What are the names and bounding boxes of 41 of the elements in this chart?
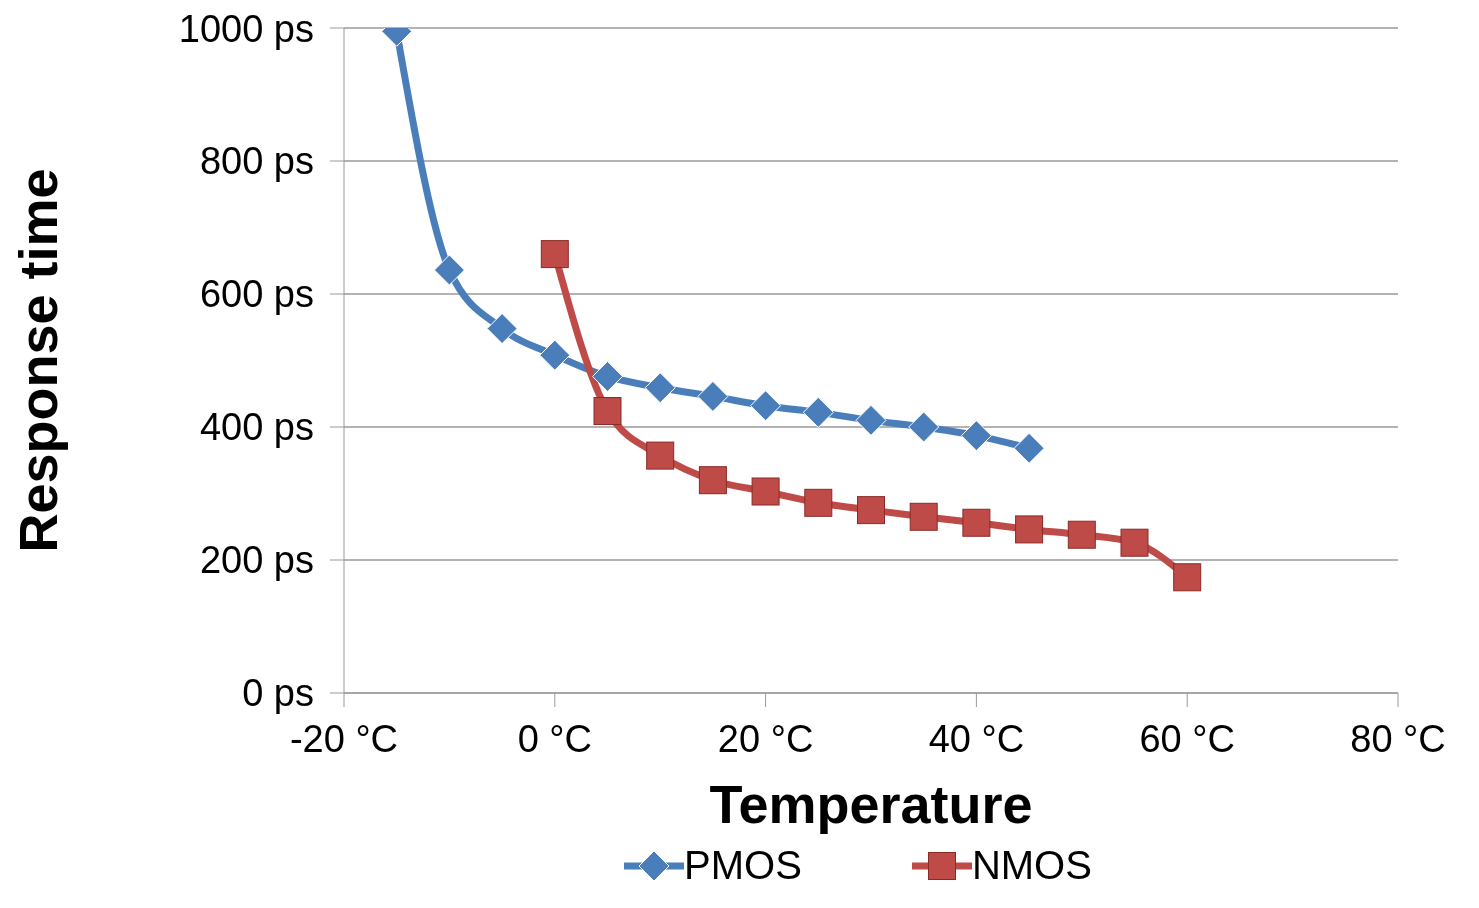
y-tick-label: 400 ps [199,406,314,449]
point [592,360,623,392]
x-tick-label: 80 °C [1350,717,1446,760]
point [855,404,887,436]
y-tick-label: 200 ps [199,539,314,582]
point [1067,520,1096,549]
y-tick-label: 600 ps [199,273,314,316]
y-axis-title: Response time [8,168,69,553]
point [857,496,885,525]
y-tick-label: 800 ps [199,140,314,183]
point [804,488,833,517]
point [486,313,518,345]
point [960,420,992,452]
point [540,240,569,269]
point [644,372,676,404]
point [698,466,727,495]
point [697,380,729,412]
point [1173,563,1202,592]
point [962,508,991,537]
legend-label: PMOS [684,843,802,888]
x-tick-label: 20 °C [717,717,814,760]
point [1013,432,1045,464]
point [593,397,622,426]
y-tick-label: 0 ps [242,672,314,715]
x-axis-title: Temperature [709,774,1033,834]
y-tick-label: 1000 ps [178,7,314,50]
point [750,390,782,422]
point [751,477,780,506]
x-tick-label: -20 °C [289,717,399,760]
point [433,254,465,286]
point [1015,515,1044,544]
x-tick-label: 60 °C [1139,717,1235,760]
legend-label: NMOS [971,843,1092,888]
x-tick-label: 0 °C [517,717,592,760]
point [646,441,675,470]
point [908,411,940,443]
point [802,396,834,428]
x-tick-label: 40 °C [928,717,1025,760]
point [1120,528,1149,557]
point [909,502,938,531]
point [539,339,571,371]
